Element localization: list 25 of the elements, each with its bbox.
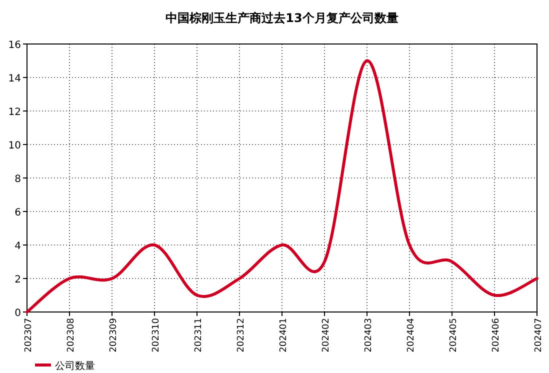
y-tick-label: 10	[8, 140, 21, 152]
y-tick-label: 6	[14, 208, 21, 218]
y-tick-label: 8	[14, 174, 21, 185]
y-tick-label: 16	[8, 40, 21, 51]
x-tick-label: 202403	[364, 318, 374, 352]
chart-title: 中国棕刚玉生产商过去13个月复产公司数量	[166, 11, 398, 25]
y-tick-label: 2	[14, 274, 21, 286]
y-tick-label: 14	[8, 74, 21, 84]
x-tick-label: 202307	[24, 318, 34, 352]
x-tick-label: 202405	[449, 318, 459, 352]
x-tick-label: 202402	[322, 318, 332, 352]
x-tick-label: 202406	[492, 318, 502, 352]
x-tick-label: 202310	[152, 318, 162, 352]
x-tick-label: 202309	[109, 318, 119, 352]
x-tick-label: 202311	[194, 318, 204, 352]
y-tick-label: 12	[8, 107, 21, 118]
legend-label: 公司数量	[55, 360, 95, 372]
y-tick-label: 4	[14, 241, 21, 252]
y-tick-label: 0	[14, 308, 21, 319]
x-tick-label: 202407	[534, 318, 544, 352]
x-tick-label: 202401	[279, 318, 289, 352]
x-tick-label: 202404	[406, 318, 416, 352]
x-tick-label: 202312	[236, 318, 246, 352]
x-tick-label: 202308	[66, 318, 76, 352]
line-series	[26, 59, 538, 314]
